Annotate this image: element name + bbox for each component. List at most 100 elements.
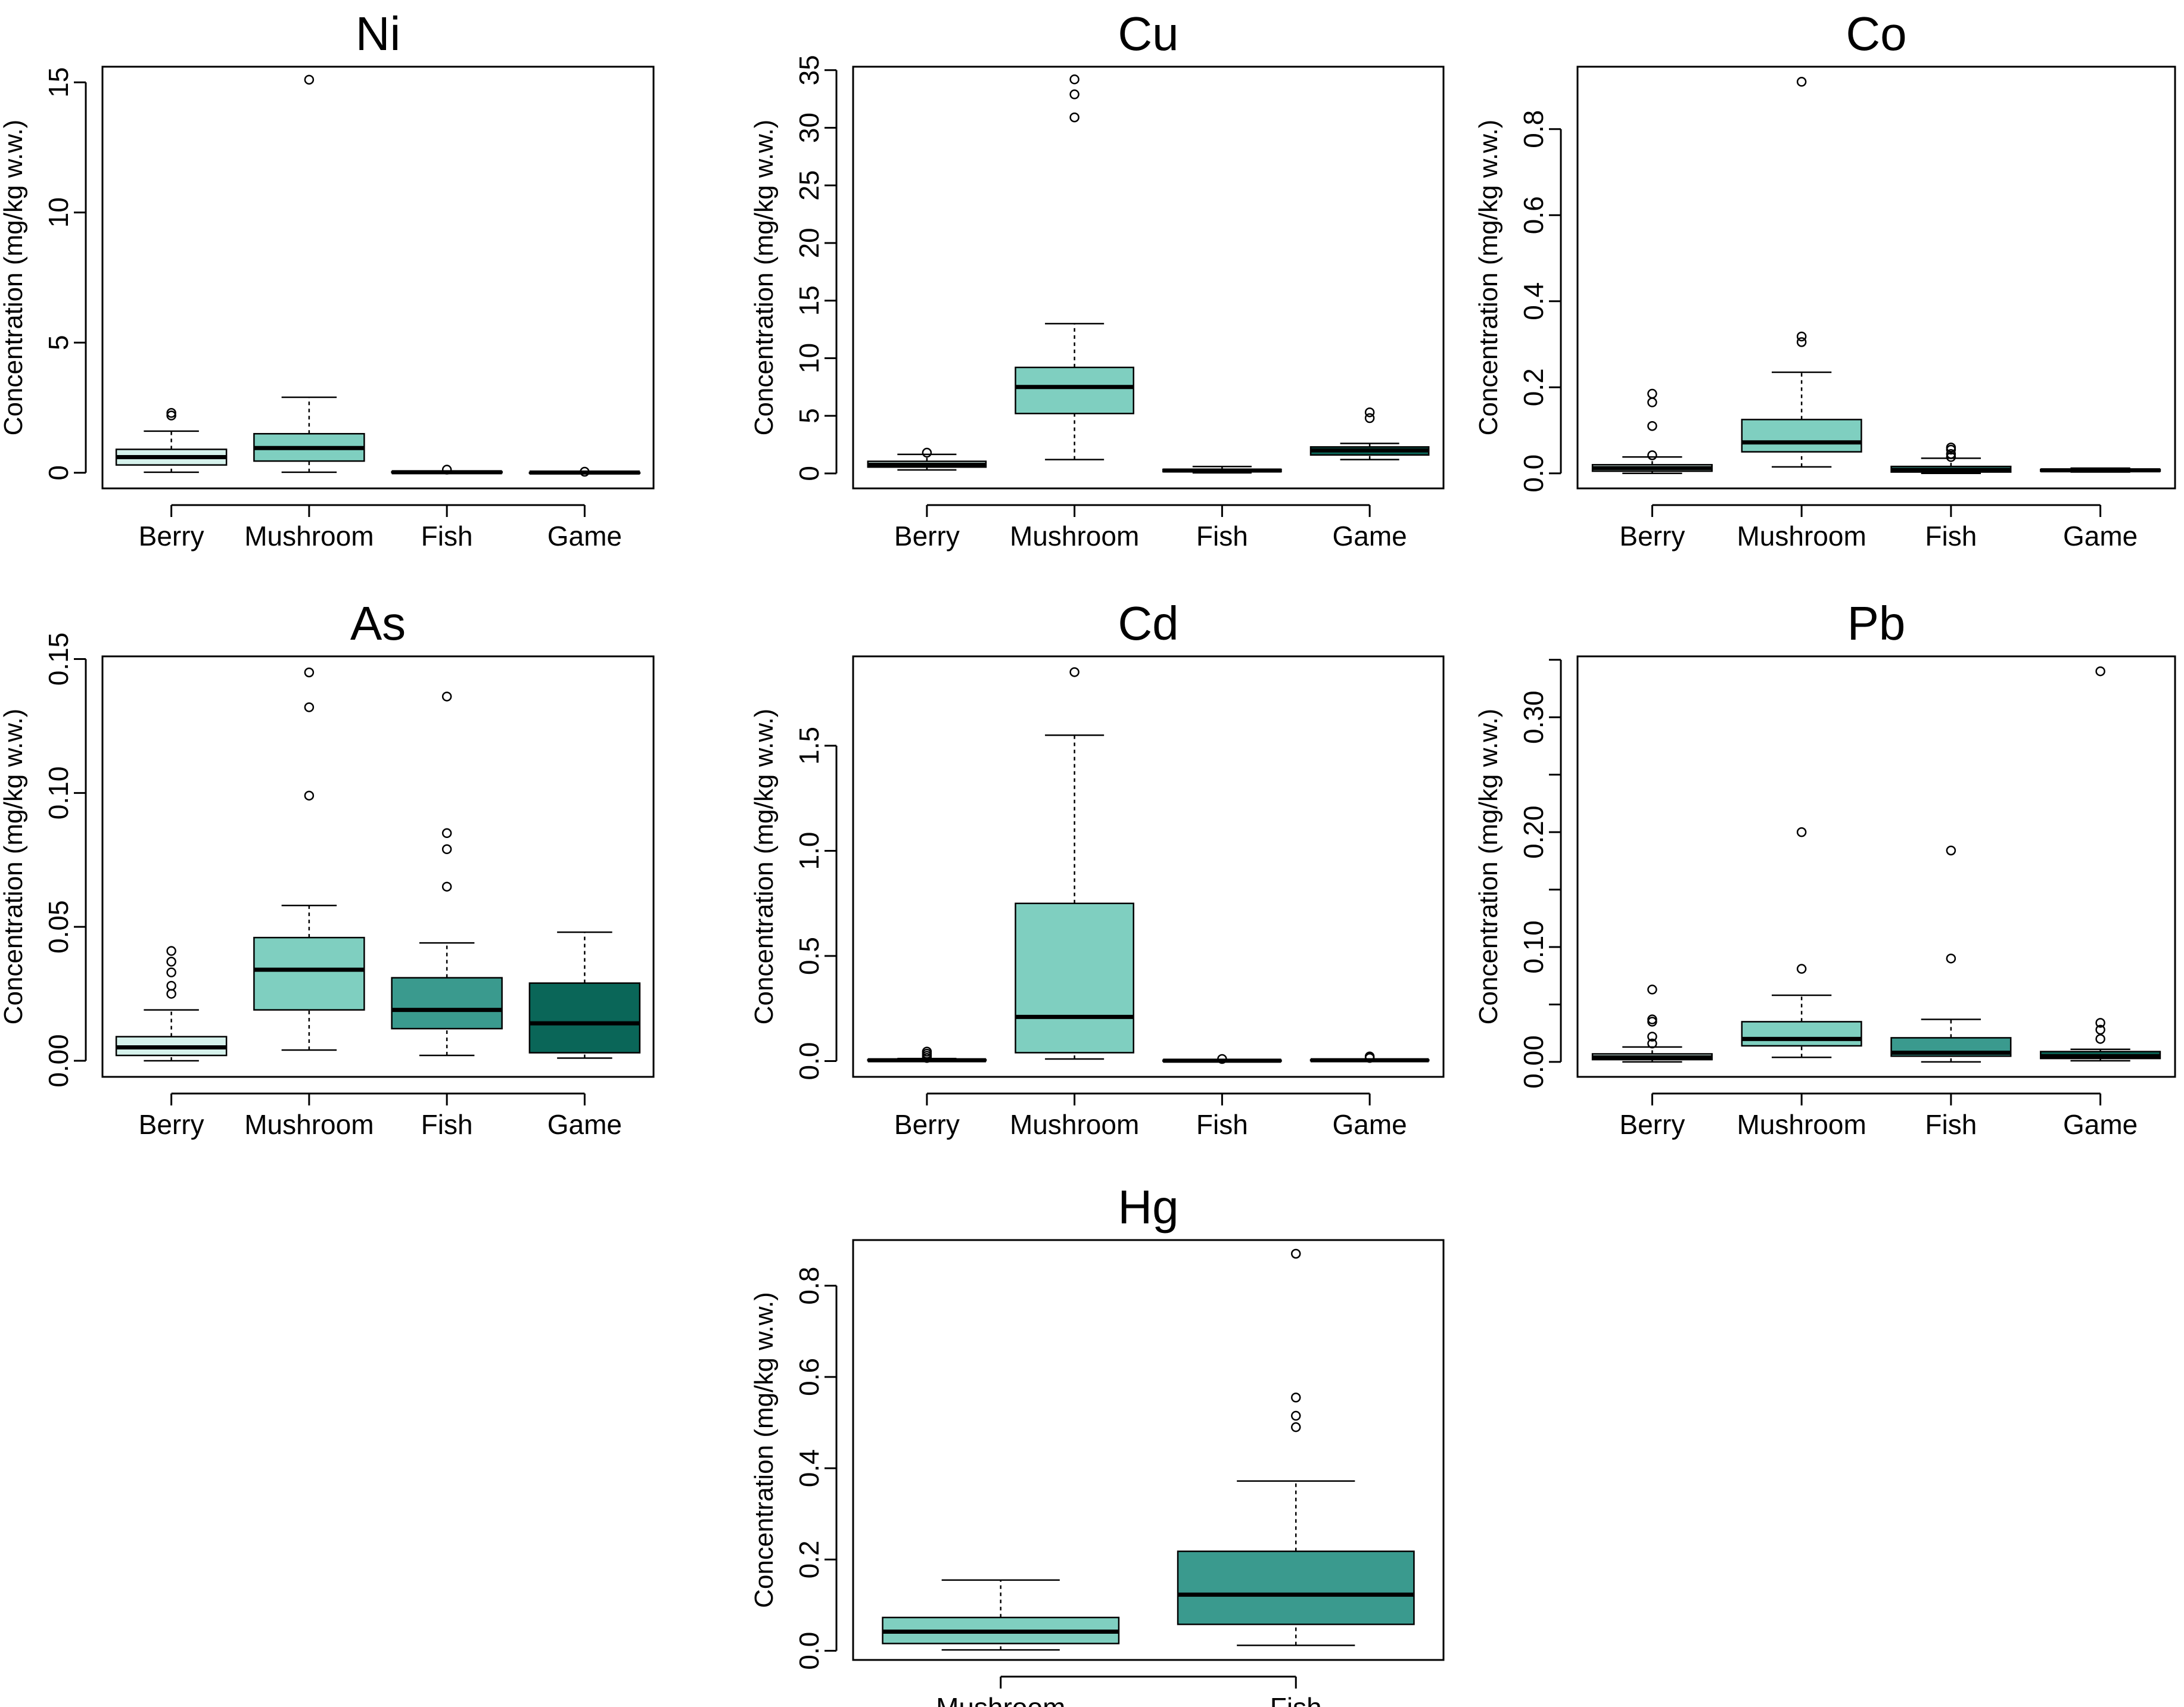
x-tick-label: Berry: [1619, 1109, 1685, 1140]
outlier-point: [1291, 1422, 1301, 1432]
iqr-box: [1015, 902, 1134, 1054]
y-tick-label: 0.2: [794, 1540, 825, 1578]
y-tick-label: 0.0: [794, 1632, 825, 1670]
outlier-point: [1069, 74, 1079, 85]
x-tick-label: Fish: [1270, 1692, 1322, 1707]
panel-as: As 0.00 0.05 0.10 0.15 Concentration (mg/kg w…: [0, 597, 655, 1140]
y-tick-label: 0.6: [1518, 196, 1549, 234]
box-fish: [1177, 1248, 1415, 1646]
iqr-box: [1741, 1021, 1862, 1047]
box-fish: [1162, 1054, 1282, 1064]
outlier-point: [441, 465, 452, 475]
box-mushroom: [882, 1579, 1120, 1651]
y-tick-label: 15: [794, 285, 825, 316]
outlier-point: [1364, 1051, 1375, 1062]
box-berry: [867, 1046, 987, 1063]
chart-title: Cd: [1118, 597, 1178, 650]
x-tick-label: Berry: [1619, 521, 1685, 552]
outlier-point: [1291, 1248, 1301, 1259]
x-tick-label: Fish: [1925, 1109, 1977, 1140]
iqr-box: [528, 982, 641, 1054]
box-berry: [115, 946, 228, 1062]
x-tick-label: Berry: [139, 521, 204, 552]
panel-ni: Ni 0 5 10 15 Concentration (mg/kg w.w.) Berry M…: [0, 7, 655, 552]
chart-title: Co: [1846, 7, 1906, 60]
y-tick-label: 0.5: [794, 937, 825, 975]
y-axis-label: Concentration (mg/kg w.w.): [749, 120, 779, 436]
y-tick-label: 0.10: [1518, 920, 1549, 974]
outlier-point: [1946, 443, 1956, 453]
outlier-point: [2095, 1018, 2105, 1028]
x-tick-label: Mushroom: [244, 1109, 374, 1140]
box-fish: [391, 691, 503, 1057]
y-axis-label: Concentration (mg/kg w.w.): [0, 120, 28, 436]
x-tick-label: Fish: [1196, 1109, 1248, 1140]
y-tick-label: 0.6: [794, 1358, 825, 1396]
outlier-point: [304, 790, 315, 801]
y-tick-label: 0.8: [794, 1267, 825, 1305]
box-fish: [1162, 465, 1282, 474]
x-tick-label: Berry: [894, 521, 960, 552]
box-mushroom: [253, 74, 365, 474]
x-tick-label: Fish: [421, 521, 473, 552]
x-tick-label: Fish: [1925, 521, 1977, 552]
y-tick-label: 0.05: [43, 900, 74, 954]
y-tick-label: 0.20: [1518, 805, 1549, 859]
plot-frame: [852, 66, 1445, 490]
y-tick-label: 30: [794, 113, 825, 143]
x-tick-label: Game: [547, 1109, 622, 1140]
outlier-point: [441, 828, 452, 839]
outlier-point: [1069, 89, 1079, 99]
outlier-point: [1796, 331, 1807, 342]
outlier-point: [1069, 112, 1079, 123]
outlier-point: [1069, 667, 1079, 677]
x-tick-label: Mushroom: [1737, 1109, 1866, 1140]
y-tick-label: 0.2: [1518, 368, 1549, 406]
outlier-point: [441, 844, 452, 855]
outlier-point: [166, 946, 176, 956]
box-berry: [1591, 985, 1713, 1063]
iqr-box: [1177, 1550, 1415, 1625]
outlier-point: [1291, 1393, 1301, 1403]
outlier-point: [304, 74, 315, 85]
panel-co: Co 0.0 0.2 0.4 0.6 0.8 Concentration (mg/kg w.…: [1474, 7, 2176, 552]
x-tick-label: Fish: [421, 1109, 473, 1140]
x-tick-label: Game: [1332, 1109, 1407, 1140]
box-mushroom: [1015, 74, 1134, 460]
plot-frame: [1576, 655, 2176, 1078]
outlier-point: [1647, 1038, 1657, 1049]
panel-pb: Pb 0.00 0.10 0.20 0.30 Concentration (mg/kg w…: [1474, 597, 2176, 1140]
box-mushroom: [1015, 667, 1134, 1060]
y-tick-label: 15: [43, 67, 74, 98]
y-tick-label: 0.4: [1518, 282, 1549, 320]
y-tick-label: 0: [794, 466, 825, 481]
outlier-point: [1647, 388, 1657, 399]
panel-cu: Cu 0 5 10 15 20 25 30 35 Concentration (mg/kg w.w…: [749, 7, 1445, 552]
outlier-point: [166, 967, 176, 977]
outlier-point: [1946, 954, 1956, 964]
outlier-point: [1946, 448, 1956, 459]
y-tick-label: 5: [794, 408, 825, 423]
box-berry: [115, 408, 228, 474]
x-tick-label: Berry: [894, 1109, 960, 1140]
outlier-point: [1647, 397, 1657, 407]
box-berry: [1591, 388, 1713, 474]
outlier-point: [922, 447, 932, 458]
outlier-point: [1796, 827, 1807, 837]
y-tick-label: 0: [43, 465, 74, 481]
outlier-point: [1217, 1054, 1227, 1064]
outlier-point: [1647, 420, 1657, 431]
plot-frame: [101, 66, 655, 490]
outlier-point: [580, 466, 590, 477]
outlier-point: [2095, 1024, 2105, 1035]
y-tick-label: 0.0: [1518, 454, 1549, 493]
outlier-point: [2095, 666, 2105, 677]
box-mushroom: [1741, 77, 1862, 468]
outlier-point: [1946, 452, 1956, 462]
iqr-box: [391, 977, 503, 1030]
chart-title: Ni: [356, 7, 401, 60]
outlier-point: [304, 702, 315, 712]
outlier-point: [1647, 985, 1657, 995]
y-tick-label: 0.10: [43, 767, 74, 820]
